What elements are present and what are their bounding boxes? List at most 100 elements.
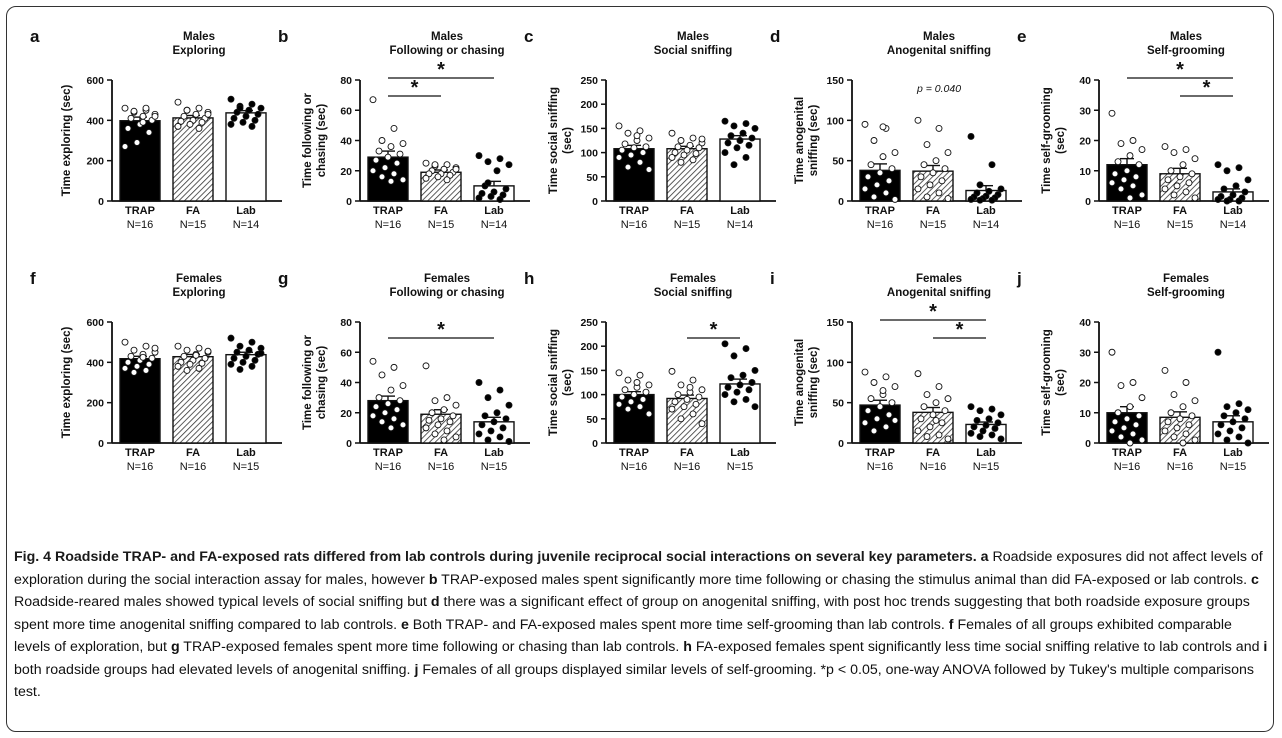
data-point [935,431,943,439]
data-point [668,367,676,375]
data-point [422,159,430,167]
panel-title-sex: Males [677,31,709,43]
data-point [372,156,380,164]
caption-text: FA-exposed females spent significantly l… [691,639,1264,655]
data-point [1120,424,1128,432]
data-point [680,151,688,159]
data-point [183,106,191,114]
caption-text: TRAP-exposed males spent significantly m… [437,571,1252,588]
data-point [440,406,448,414]
data-point [1235,400,1243,408]
data-point [449,412,457,420]
data-point [1185,179,1193,187]
data-point [639,395,647,403]
data-point [891,149,899,157]
data-point [1173,182,1181,190]
data-point [976,433,984,440]
data-point [227,95,235,103]
y-tick-label: 80 [340,317,352,329]
panel-d: d Males Anogenital sniffing 0 50 100 150 Time a… [770,27,1022,231]
data-point [645,166,653,173]
panel-title-sex: Females [916,273,962,285]
data-point [967,403,975,411]
group-n-label: N=15 [1167,219,1194,231]
group-label: FA [434,447,448,459]
data-point [1161,185,1169,193]
data-point [1223,167,1231,175]
panel-annotation: p = 0.040 [916,83,961,95]
data-point [1182,146,1190,154]
panel-h: h Females Social sniffing 0 50 100 150 200 250 Ti… [524,269,776,473]
data-point [976,407,984,415]
data-point [378,371,386,379]
data-point [736,137,744,144]
panel-letter: d [770,27,780,46]
caption-panel-letter: g [170,639,180,655]
caption-title: Fig. 4 Roadside TRAP- and FA-exposed rat… [14,549,977,565]
y-axis-label: sniffing (sec) [808,347,820,419]
data-point [721,149,729,157]
data-point [721,117,729,125]
data-point [1164,176,1172,184]
data-point [1164,418,1172,426]
caption-text: Roadside exposures did not affect levels… [14,549,1263,588]
data-point [624,376,632,384]
data-point [1114,158,1122,166]
data-point [742,120,750,128]
data-point [148,354,156,362]
panel-title-measure: Exploring [172,45,225,57]
data-point [1191,436,1199,444]
panel-title-measure: Anogenital sniffing [887,287,991,299]
data-point [615,400,623,408]
group-label: FA [926,205,940,217]
data-point [932,157,940,165]
panel-letter: c [524,27,533,46]
data-point [443,176,451,184]
data-point [642,388,650,396]
group-label: FA [680,447,694,459]
data-point [475,430,483,438]
data-point [867,161,875,169]
group-label: Lab [730,205,750,217]
data-point [1138,394,1146,402]
caption-text: Females of all groups exhibited comparab… [14,616,1232,656]
data-point [997,411,1005,419]
data-point [674,391,682,399]
y-tick-label: 100 [580,148,598,160]
group-label: TRAP [1112,447,1142,459]
y-tick-label: 200 [86,398,104,410]
group-n-label: N=15 [180,219,207,231]
data-point [636,158,644,166]
group-n-label: N=16 [1114,461,1141,473]
data-point [885,411,893,419]
data-point [1138,436,1146,444]
data-point [127,352,135,360]
data-point [917,415,925,423]
group-label: TRAP [865,205,895,217]
data-point [985,187,993,195]
data-point [422,362,430,370]
caption-body: a Roadside exposures did not affect leve… [14,549,1267,700]
group-label: TRAP [125,447,155,459]
data-point [174,362,182,370]
caption-text: both roadside groups had elevated levels… [14,661,415,678]
data-point [920,403,928,411]
data-point [236,365,244,373]
caption-panel-letter: c [1251,571,1259,588]
y-axis-label: Time self-grooming [1041,87,1053,194]
y-tick-label: 200 [86,156,104,168]
data-point [727,374,735,382]
data-point [742,395,750,403]
y-tick-label: 40 [340,136,352,148]
data-point [505,438,513,445]
data-point [227,334,235,342]
data-point [378,173,386,181]
data-point [195,364,203,372]
data-point [1111,418,1119,426]
data-point [1126,194,1134,202]
data-point [668,153,676,161]
panel-letter: g [278,269,288,288]
data-point [502,415,510,423]
panel-title-sex: Females [670,273,716,285]
